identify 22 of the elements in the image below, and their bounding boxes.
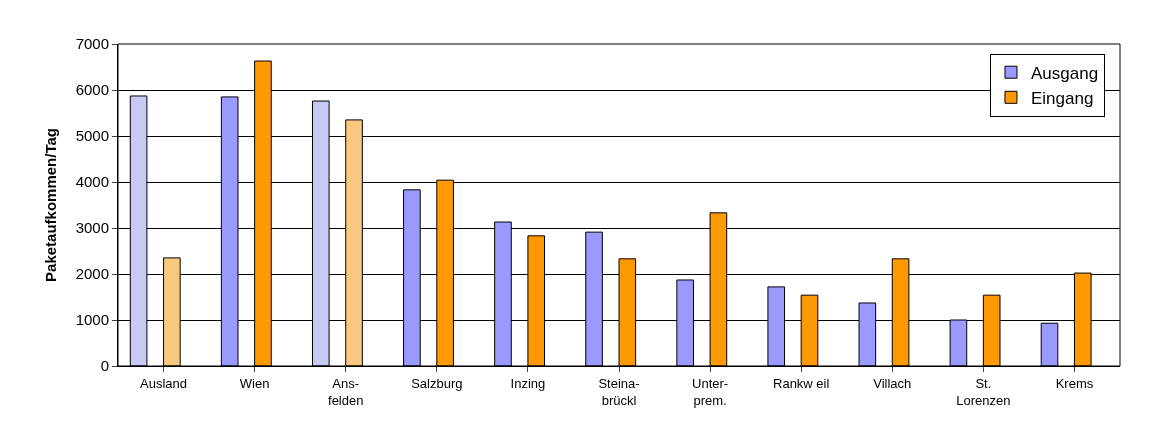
x-tick-label: Villach bbox=[873, 375, 912, 391]
x-tick-label: Ans- felden bbox=[328, 375, 364, 408]
y-tick-label: 7000 bbox=[75, 35, 109, 53]
x-tick-label: St. Lorenzen bbox=[956, 375, 1011, 408]
y-tick-label: 1000 bbox=[75, 311, 109, 329]
y-axis-title: Paketaufkommen/Tag bbox=[41, 128, 59, 282]
legend-label: Ausgang bbox=[1030, 63, 1099, 83]
y-tick-label: 6000 bbox=[75, 81, 109, 99]
x-tick-label: Inzing bbox=[510, 375, 546, 391]
x-tick-label: Salzburg bbox=[411, 375, 463, 391]
x-tick-label: Steina- brückl bbox=[598, 375, 640, 408]
y-tick-label: 2000 bbox=[75, 265, 109, 283]
y-tick-label: 3000 bbox=[75, 219, 109, 237]
x-tick-label: Ausland bbox=[140, 375, 188, 391]
y-tick-label: 0 bbox=[100, 357, 109, 375]
x-tick-label: Wien bbox=[239, 375, 270, 391]
x-tick-label: Krems bbox=[1055, 375, 1094, 391]
y-tick-label: 5000 bbox=[75, 127, 109, 145]
x-tick-label: Rankw eil bbox=[773, 375, 830, 391]
legend-label: Eingang bbox=[1030, 88, 1094, 108]
y-tick-label: 4000 bbox=[75, 173, 109, 191]
x-tick-label: Unter- prem. bbox=[692, 375, 729, 408]
